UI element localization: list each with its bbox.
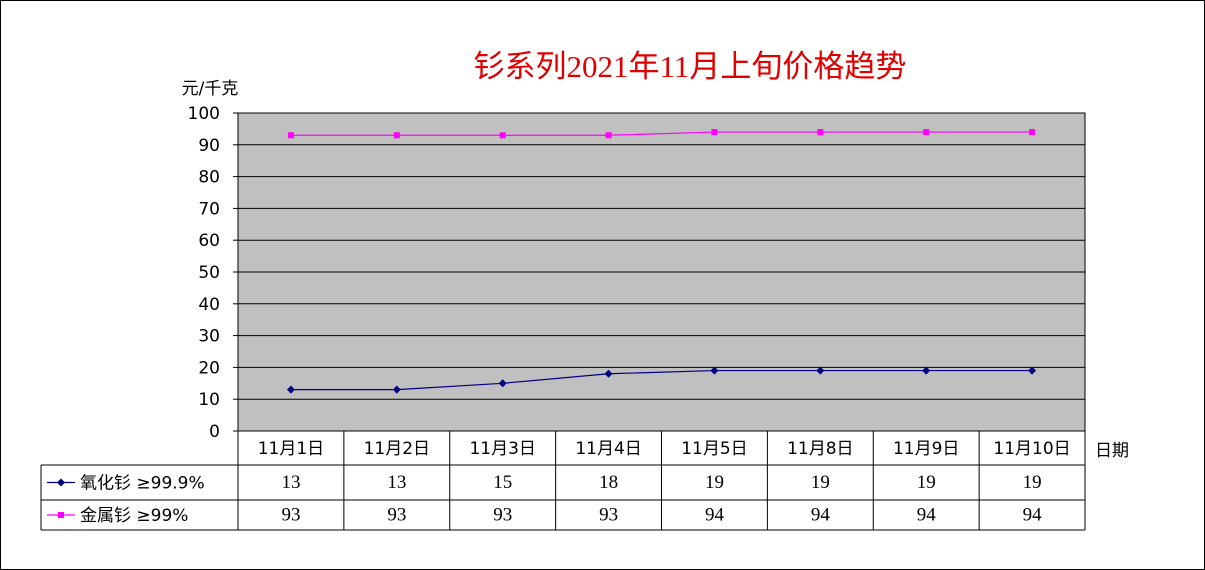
y-tick-label: 90 <box>198 136 220 156</box>
legend-marker <box>58 512 64 518</box>
x-tick-label: 11月5日 <box>681 439 747 459</box>
x-tick-label: 11月4日 <box>575 439 641 459</box>
table-value: 19 <box>1023 472 1042 493</box>
table-value: 94 <box>917 504 937 525</box>
marker <box>1029 129 1036 136</box>
table-value: 13 <box>387 472 406 493</box>
y-axis-label: 元/千克 <box>182 79 239 99</box>
table-value: 18 <box>599 472 618 493</box>
table-value: 93 <box>599 504 618 525</box>
marker <box>1028 366 1037 375</box>
marker <box>711 129 718 136</box>
marker <box>392 385 401 394</box>
marker <box>498 379 507 388</box>
y-tick-label: 0 <box>209 422 220 442</box>
x-axis-label: 日期 <box>1095 441 1129 461</box>
marker <box>286 385 295 394</box>
table-value: 94 <box>811 504 831 525</box>
table-value: 93 <box>281 504 300 525</box>
x-tick-label: 11月1日 <box>258 439 324 459</box>
series-line <box>290 131 1033 136</box>
table-value: 94 <box>705 504 725 525</box>
marker <box>393 132 400 139</box>
marker <box>816 366 825 375</box>
marker <box>604 369 613 378</box>
y-tick-label: 60 <box>198 231 220 251</box>
y-tick-label: 30 <box>198 327 220 347</box>
marker <box>710 366 719 375</box>
table-value: 93 <box>493 504 512 525</box>
y-tick-label: 20 <box>198 358 220 378</box>
series-line <box>290 369 1033 391</box>
table-value: 19 <box>811 472 830 493</box>
chart-title: 钐系列2021年11月上旬价格趋势 <box>474 49 907 84</box>
y-tick-label: 50 <box>198 263 220 283</box>
y-tick-label: 100 <box>188 104 220 124</box>
table-value: 19 <box>705 472 724 493</box>
legend-label: 氧化钐 ≥99.9% <box>80 474 205 494</box>
table-value: 13 <box>281 472 300 493</box>
legend-label: 金属钐 ≥99% <box>80 506 188 526</box>
y-tick-label: 80 <box>198 168 220 188</box>
table-value: 93 <box>387 504 406 525</box>
marker <box>605 132 612 139</box>
legend-marker <box>57 478 65 487</box>
marker <box>499 132 506 139</box>
y-tick-label: 40 <box>198 295 220 315</box>
marker <box>922 366 931 375</box>
marker <box>817 129 824 136</box>
x-tick-label: 11月8日 <box>787 439 853 459</box>
table-value: 19 <box>917 472 936 493</box>
x-tick-label: 11月2日 <box>364 439 430 459</box>
table-value: 15 <box>493 472 512 493</box>
marker <box>923 129 930 136</box>
x-tick-label: 11月10日 <box>993 439 1070 459</box>
x-tick-label: 11月3日 <box>469 439 535 459</box>
y-tick-label: 70 <box>198 199 220 219</box>
y-tick-label: 10 <box>198 390 220 410</box>
table-value: 94 <box>1023 504 1043 525</box>
marker <box>287 132 294 139</box>
x-tick-label: 11月9日 <box>893 439 959 459</box>
